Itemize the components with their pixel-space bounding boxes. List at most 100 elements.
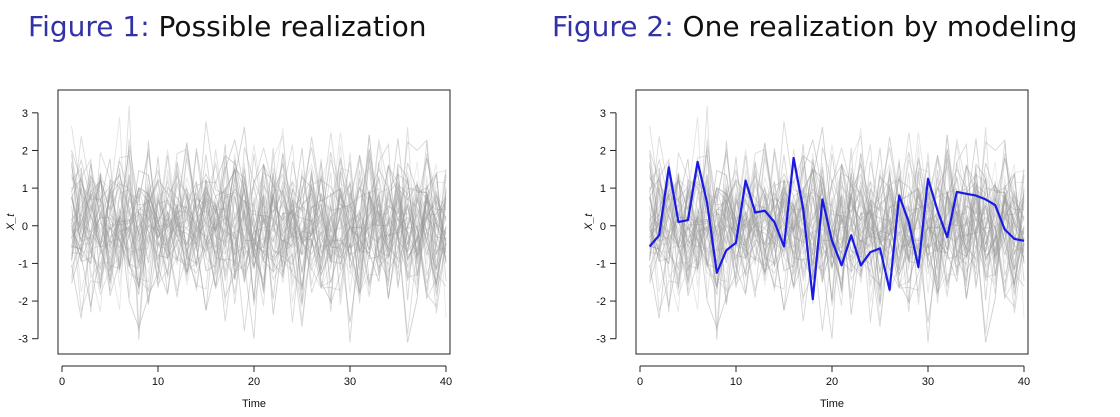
background-series-line [649, 172, 1025, 335]
background-series-line [71, 161, 447, 287]
background-series-line [649, 138, 1025, 305]
y-tick-label: 3 [600, 108, 606, 120]
y-axis-label: X_t [5, 213, 17, 231]
background-series-line [649, 140, 1025, 296]
x-tick-label: 10 [152, 376, 164, 388]
background-series-line [71, 158, 447, 343]
background-series-line [649, 132, 1025, 281]
background-series-line [71, 144, 447, 306]
background-series-line [71, 152, 447, 307]
y-tick-label: 0 [600, 221, 606, 233]
background-series-line [649, 116, 1025, 298]
background-series-line [71, 121, 447, 313]
y-axis-label: X_t [583, 213, 595, 231]
background-series-line [71, 147, 447, 312]
background-series-line [649, 126, 1025, 307]
background-series-line [71, 139, 447, 275]
figure-1-caption: Possible realization [158, 10, 427, 43]
background-series-line [71, 163, 447, 319]
background-series-line [71, 172, 447, 335]
background-series-group [71, 105, 447, 343]
x-tick-label: 0 [637, 376, 643, 388]
background-series-line [71, 161, 447, 300]
background-series-line [71, 149, 447, 286]
background-series-line [649, 161, 1025, 287]
figure-2-title: Figure 2: One realization by modeling [552, 10, 1077, 43]
background-series-line [649, 144, 1025, 300]
background-series-line [71, 149, 447, 340]
background-series-line [71, 162, 447, 286]
background-series-line [649, 168, 1025, 296]
figure-1-plot: 0 10 20 30 40 Time -3 -2 -1 0 1 2 3 X_t [5, 89, 452, 410]
x-tick-label: 20 [826, 376, 838, 388]
background-series-line [649, 139, 1025, 332]
background-series-line [71, 116, 447, 298]
background-series-line [649, 132, 1025, 321]
background-series-line [649, 138, 1025, 292]
y-tick-label: 2 [600, 145, 606, 157]
background-series-line [649, 139, 1025, 275]
background-series-line [649, 147, 1025, 312]
background-series-line [71, 168, 447, 296]
background-series-line [71, 149, 447, 301]
background-series-line [649, 159, 1025, 343]
highlight-series-line [648, 156, 1025, 301]
background-series-line [71, 167, 447, 294]
background-series-line [649, 142, 1025, 323]
plot-frame [635, 89, 1029, 355]
background-series-line [71, 140, 447, 296]
x-axis-label: Time [820, 398, 844, 410]
background-series-line [649, 149, 1025, 286]
background-series-line [649, 105, 1025, 331]
background-series-line [649, 147, 1025, 306]
background-series-line [649, 173, 1025, 297]
background-series-line [71, 132, 447, 281]
background-series-line [71, 154, 447, 322]
x-tick-label: 10 [730, 376, 742, 388]
background-series-line [649, 136, 1025, 300]
background-series-line [649, 128, 1025, 307]
x-tick-label: 30 [344, 376, 356, 388]
background-series-line [649, 154, 1025, 304]
x-tick-label: 40 [440, 376, 452, 388]
background-series-line [71, 132, 447, 321]
background-series-line [71, 135, 447, 314]
background-series-line [71, 126, 447, 307]
background-series-line [71, 159, 447, 343]
x-axis-label: Time [242, 398, 266, 410]
background-series-line [71, 142, 447, 323]
background-series-line [71, 173, 447, 297]
y-tick-label: -2 [596, 296, 606, 308]
background-series-line [71, 152, 447, 305]
background-series-group [649, 105, 1025, 343]
x-tick-label: 30 [922, 376, 934, 388]
background-series-line [71, 151, 447, 284]
background-series-line [649, 153, 1025, 299]
y-tick-label: 0 [22, 221, 28, 233]
background-series-line [649, 158, 1025, 343]
y-tick-label: 3 [22, 108, 28, 120]
background-series-line [71, 139, 447, 332]
plot-frame [57, 89, 451, 355]
background-series-line [649, 143, 1025, 298]
background-series-line [71, 138, 447, 292]
figure-2-plot: 0 10 20 30 40 Time -3 -2 -1 0 1 2 3 X_t [583, 89, 1030, 410]
background-series-line [649, 155, 1025, 310]
background-series-line [71, 153, 447, 299]
background-series-line [71, 162, 447, 330]
x-tick-label: 20 [248, 376, 260, 388]
background-series-line [71, 136, 447, 300]
background-series-line [71, 105, 447, 331]
background-series-line [649, 167, 1025, 294]
background-series-line [71, 161, 447, 293]
background-series-line [71, 128, 447, 307]
y-tick-label: -3 [18, 334, 28, 346]
background-series-line [649, 161, 1025, 293]
background-series-line [71, 138, 447, 305]
background-series-line [71, 147, 447, 306]
background-series-line [649, 154, 1025, 322]
background-series-line [71, 155, 447, 310]
figure-1-title: Figure 1: Possible realization [28, 10, 427, 43]
background-series-line [71, 155, 447, 319]
background-series-line [71, 144, 447, 313]
